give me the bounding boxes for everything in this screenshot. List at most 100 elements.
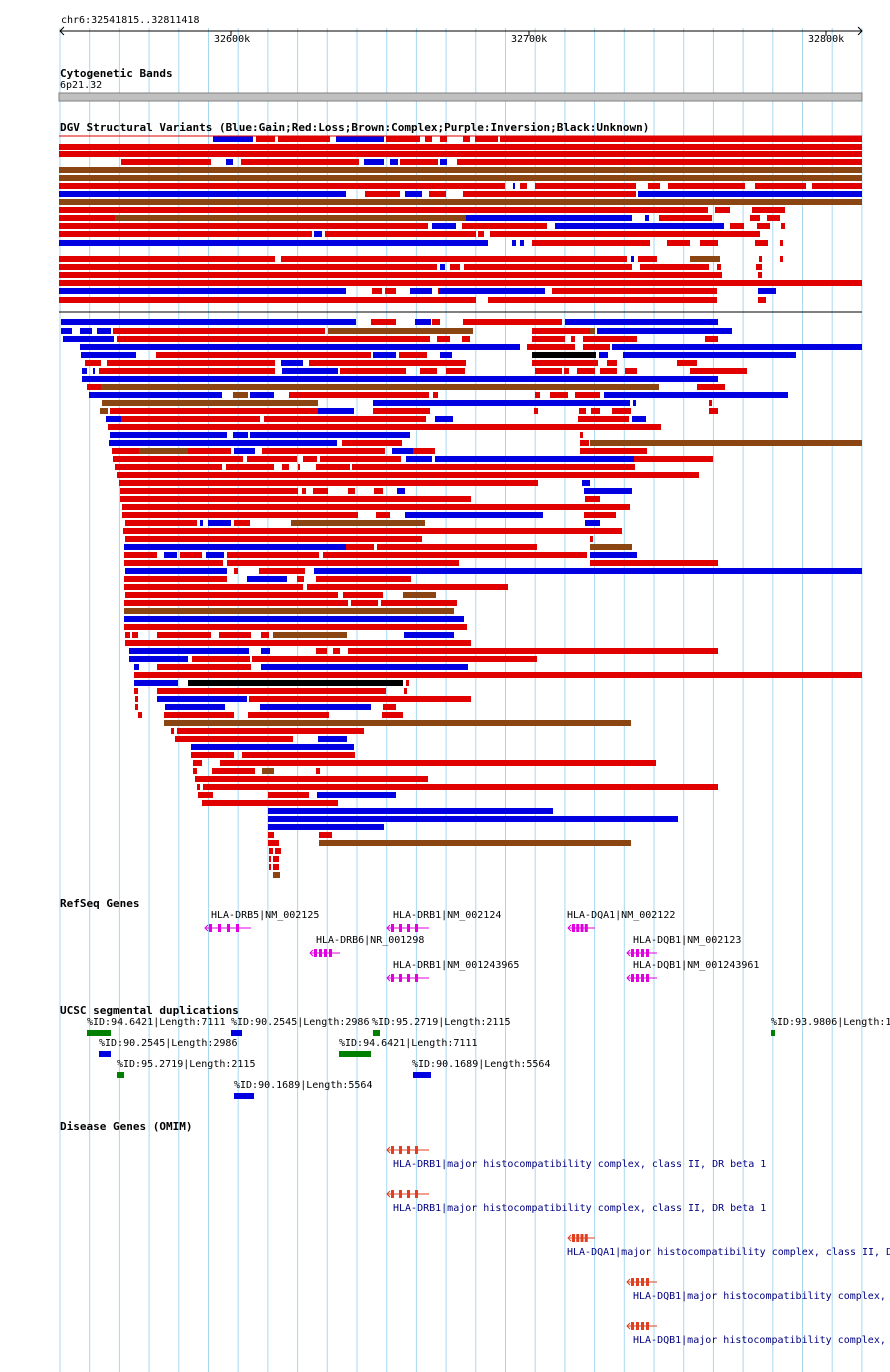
variant-bar[interactable] xyxy=(268,792,309,798)
variant-bar[interactable] xyxy=(59,191,346,197)
variant-bar[interactable] xyxy=(121,416,260,422)
gene-exon[interactable] xyxy=(641,974,644,982)
variant-bar[interactable] xyxy=(532,336,565,342)
variant-bar[interactable] xyxy=(226,464,274,470)
variant-bar[interactable] xyxy=(233,392,248,398)
omim-gene-exon[interactable] xyxy=(415,1190,418,1198)
variant-bar[interactable] xyxy=(273,632,347,638)
variant-bar[interactable] xyxy=(93,368,95,374)
variant-bar[interactable] xyxy=(259,568,305,574)
variant-bar[interactable] xyxy=(252,656,537,662)
omim-gene-strand[interactable] xyxy=(567,1234,572,1242)
variant-bar[interactable] xyxy=(463,319,562,325)
dgv-variants[interactable] xyxy=(59,136,862,878)
gene-strand[interactable] xyxy=(386,924,391,932)
variant-bar[interactable] xyxy=(590,536,593,542)
variant-bar[interactable] xyxy=(715,207,730,213)
variant-bar[interactable] xyxy=(132,632,138,638)
variant-bar[interactable] xyxy=(233,432,248,438)
variant-bar[interactable] xyxy=(302,488,306,494)
variant-bar[interactable] xyxy=(346,544,374,550)
variant-bar[interactable] xyxy=(462,336,470,342)
gene-exon[interactable] xyxy=(209,924,212,932)
variant-bar[interactable] xyxy=(197,784,200,790)
gene-exon[interactable] xyxy=(636,949,639,957)
variant-bar[interactable] xyxy=(755,183,806,189)
variant-bar[interactable] xyxy=(584,512,616,518)
variant-bar[interactable] xyxy=(612,408,631,414)
variant-bar[interactable] xyxy=(767,215,780,221)
variant-bar[interactable] xyxy=(278,136,330,142)
variant-bar[interactable] xyxy=(348,648,718,654)
segdup-bar[interactable] xyxy=(231,1030,242,1036)
variant-bar[interactable] xyxy=(134,680,178,686)
variant-bar[interactable] xyxy=(365,191,400,197)
variant-bar[interactable] xyxy=(175,736,293,742)
gene-exon[interactable] xyxy=(631,949,634,957)
omim-gene-exon[interactable] xyxy=(631,1322,634,1330)
variant-bar[interactable] xyxy=(188,680,403,686)
gene-label[interactable]: HLA-DQA1|NM_002122 xyxy=(567,910,676,921)
gene-strand[interactable] xyxy=(386,974,391,982)
gene-strand[interactable] xyxy=(626,949,631,957)
segdup-bar[interactable] xyxy=(771,1030,775,1036)
variant-bar[interactable] xyxy=(577,368,595,374)
variant-bar[interactable] xyxy=(82,376,718,382)
variant-bar[interactable] xyxy=(373,352,396,358)
variant-bar[interactable] xyxy=(632,416,646,422)
variant-bar[interactable] xyxy=(102,400,318,406)
variant-bar[interactable] xyxy=(117,336,430,342)
variant-bar[interactable] xyxy=(565,319,718,325)
variant-bar[interactable] xyxy=(109,440,337,446)
variant-bar[interactable] xyxy=(124,576,227,582)
variant-bar[interactable] xyxy=(124,584,303,590)
variant-bar[interactable] xyxy=(690,368,747,374)
variant-bar[interactable] xyxy=(750,215,760,221)
variant-bar[interactable] xyxy=(697,384,725,390)
variant-bar[interactable] xyxy=(373,400,630,406)
variant-bar[interactable] xyxy=(219,632,251,638)
gene-strand[interactable] xyxy=(626,974,631,982)
variant-bar[interactable] xyxy=(383,704,396,710)
variant-bar[interactable] xyxy=(512,240,516,246)
variant-bar[interactable] xyxy=(250,392,274,398)
variant-bar[interactable] xyxy=(420,368,437,374)
variant-bar[interactable] xyxy=(268,840,279,846)
variant-bar[interactable] xyxy=(262,768,274,774)
variant-bar[interactable] xyxy=(623,352,796,358)
variant-bar[interactable] xyxy=(269,864,271,870)
variant-bar[interactable] xyxy=(376,512,390,518)
variant-bar[interactable] xyxy=(590,560,718,566)
variant-bar[interactable] xyxy=(177,728,364,734)
segdup-bar[interactable] xyxy=(413,1072,431,1078)
variant-bar[interactable] xyxy=(113,456,243,462)
variant-bar[interactable] xyxy=(320,456,401,462)
variant-bar[interactable] xyxy=(309,360,466,366)
variant-bar[interactable] xyxy=(758,288,776,294)
segdup-label[interactable]: %ID:94.6421|Length:7111 xyxy=(339,1038,478,1049)
gene-exon[interactable] xyxy=(391,924,394,932)
variant-bar[interactable] xyxy=(440,159,447,165)
omim-gene-exon[interactable] xyxy=(584,1234,588,1242)
variant-bar[interactable] xyxy=(575,392,600,398)
gene-exon[interactable] xyxy=(641,949,644,957)
variant-bar[interactable] xyxy=(780,240,783,246)
variant-bar[interactable] xyxy=(220,760,656,766)
variant-bar[interactable] xyxy=(261,632,269,638)
variant-bar[interactable] xyxy=(241,159,359,165)
variant-bar[interactable] xyxy=(125,592,338,598)
segdup-label[interactable]: %ID:94.6421|Length:7111 xyxy=(87,1017,226,1028)
variant-bar[interactable] xyxy=(352,464,635,470)
variant-bar[interactable] xyxy=(138,712,142,718)
variant-bar[interactable] xyxy=(490,231,760,237)
variant-bar[interactable] xyxy=(198,792,213,798)
variant-bar[interactable] xyxy=(273,872,280,878)
variant-bar[interactable] xyxy=(124,608,454,614)
gene-exon[interactable] xyxy=(415,974,418,982)
variant-bar[interactable] xyxy=(313,488,328,494)
variant-bar[interactable] xyxy=(134,688,138,694)
variant-bar[interactable] xyxy=(319,840,631,846)
variant-bar[interactable] xyxy=(374,488,383,494)
variant-bar[interactable] xyxy=(303,456,317,462)
variant-bar[interactable] xyxy=(381,600,457,606)
